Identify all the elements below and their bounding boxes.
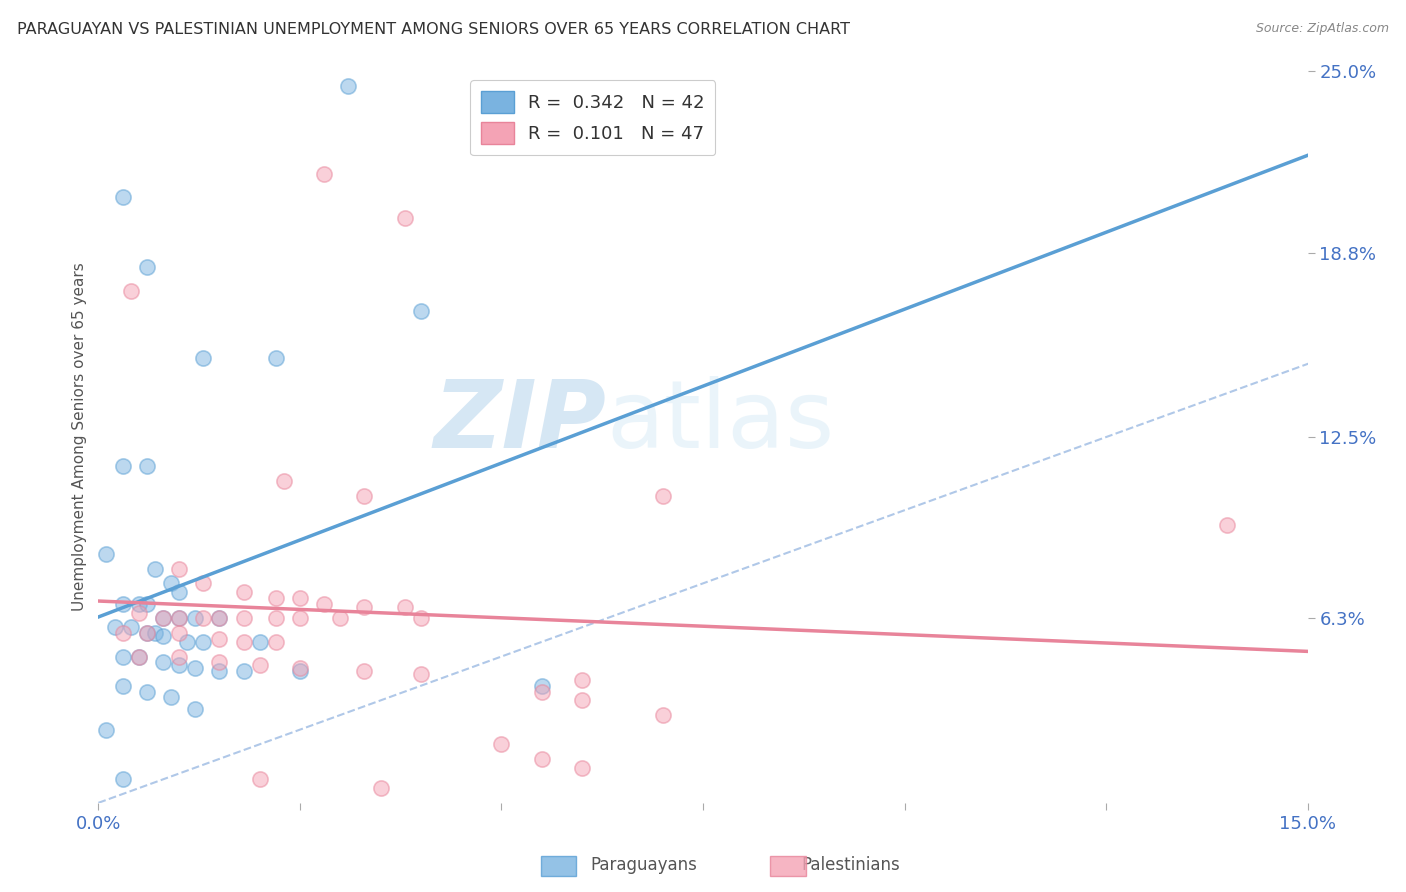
Point	[111, 649, 134, 664]
Point	[111, 459, 134, 474]
Point	[530, 752, 553, 766]
Point	[409, 304, 432, 318]
Point	[111, 597, 134, 611]
Point	[160, 576, 183, 591]
Point	[288, 591, 311, 605]
Point	[232, 611, 254, 625]
Point	[167, 626, 190, 640]
Point	[167, 611, 190, 625]
Point	[111, 626, 134, 640]
Point	[176, 635, 198, 649]
Point	[273, 474, 295, 488]
Point	[128, 606, 150, 620]
Point	[571, 693, 593, 707]
Point	[128, 597, 150, 611]
Point	[249, 772, 271, 787]
Point	[409, 611, 432, 625]
Point	[314, 167, 336, 181]
Point	[249, 658, 271, 673]
Point	[152, 611, 174, 625]
Point	[1216, 517, 1239, 532]
Point	[409, 667, 432, 681]
Point	[370, 781, 392, 796]
Point	[232, 664, 254, 678]
Point	[353, 489, 375, 503]
Point	[143, 562, 166, 576]
Point	[120, 620, 142, 634]
Point	[353, 664, 375, 678]
Point	[152, 611, 174, 625]
Point	[264, 591, 287, 605]
Y-axis label: Unemployment Among Seniors over 65 years: Unemployment Among Seniors over 65 years	[72, 263, 87, 611]
Point	[167, 611, 190, 625]
Text: ZIP: ZIP	[433, 376, 606, 468]
Point	[353, 599, 375, 614]
Point	[264, 635, 287, 649]
Point	[249, 635, 271, 649]
Text: Source: ZipAtlas.com: Source: ZipAtlas.com	[1256, 22, 1389, 36]
Point	[208, 611, 231, 625]
Point	[103, 620, 125, 634]
Point	[288, 611, 311, 625]
Point	[167, 585, 190, 599]
Text: PARAGUAYAN VS PALESTINIAN UNEMPLOYMENT AMONG SENIORS OVER 65 YEARS CORRELATION C: PARAGUAYAN VS PALESTINIAN UNEMPLOYMENT A…	[17, 22, 849, 37]
Point	[208, 656, 231, 670]
Point	[337, 78, 360, 93]
Point	[264, 351, 287, 365]
Point	[184, 661, 207, 675]
Point	[264, 611, 287, 625]
Point	[193, 576, 215, 591]
Point	[160, 690, 183, 705]
Point	[152, 656, 174, 670]
Point	[184, 702, 207, 716]
Point	[135, 597, 157, 611]
Point	[394, 211, 416, 225]
Point	[128, 649, 150, 664]
Point	[111, 679, 134, 693]
Point	[111, 772, 134, 787]
Point	[208, 611, 231, 625]
Point	[232, 585, 254, 599]
Point	[167, 649, 190, 664]
Point	[288, 661, 311, 675]
Point	[193, 635, 215, 649]
Point	[651, 489, 673, 503]
Point	[651, 708, 673, 723]
Point	[135, 626, 157, 640]
Point	[135, 260, 157, 275]
Text: atlas: atlas	[606, 376, 835, 468]
Point	[96, 723, 118, 737]
Point	[314, 597, 336, 611]
Point	[167, 562, 190, 576]
Point	[530, 679, 553, 693]
Point	[184, 611, 207, 625]
Point	[143, 626, 166, 640]
Point	[111, 190, 134, 204]
Point	[135, 626, 157, 640]
Point	[530, 684, 553, 698]
Point	[329, 611, 352, 625]
Legend: R =  0.342   N = 42, R =  0.101   N = 47: R = 0.342 N = 42, R = 0.101 N = 47	[470, 80, 716, 155]
Point	[571, 673, 593, 687]
Point	[135, 459, 157, 474]
Point	[193, 351, 215, 365]
Point	[571, 761, 593, 775]
Point	[208, 664, 231, 678]
Point	[208, 632, 231, 646]
Point	[135, 684, 157, 698]
Point	[120, 284, 142, 298]
Point	[491, 737, 513, 751]
Point	[152, 629, 174, 643]
Point	[288, 664, 311, 678]
Point	[128, 649, 150, 664]
Point	[394, 599, 416, 614]
Text: Paraguayans: Paraguayans	[591, 856, 697, 874]
Point	[232, 635, 254, 649]
Point	[96, 547, 118, 561]
Text: Palestinians: Palestinians	[801, 856, 900, 874]
Point	[167, 658, 190, 673]
Point	[193, 611, 215, 625]
